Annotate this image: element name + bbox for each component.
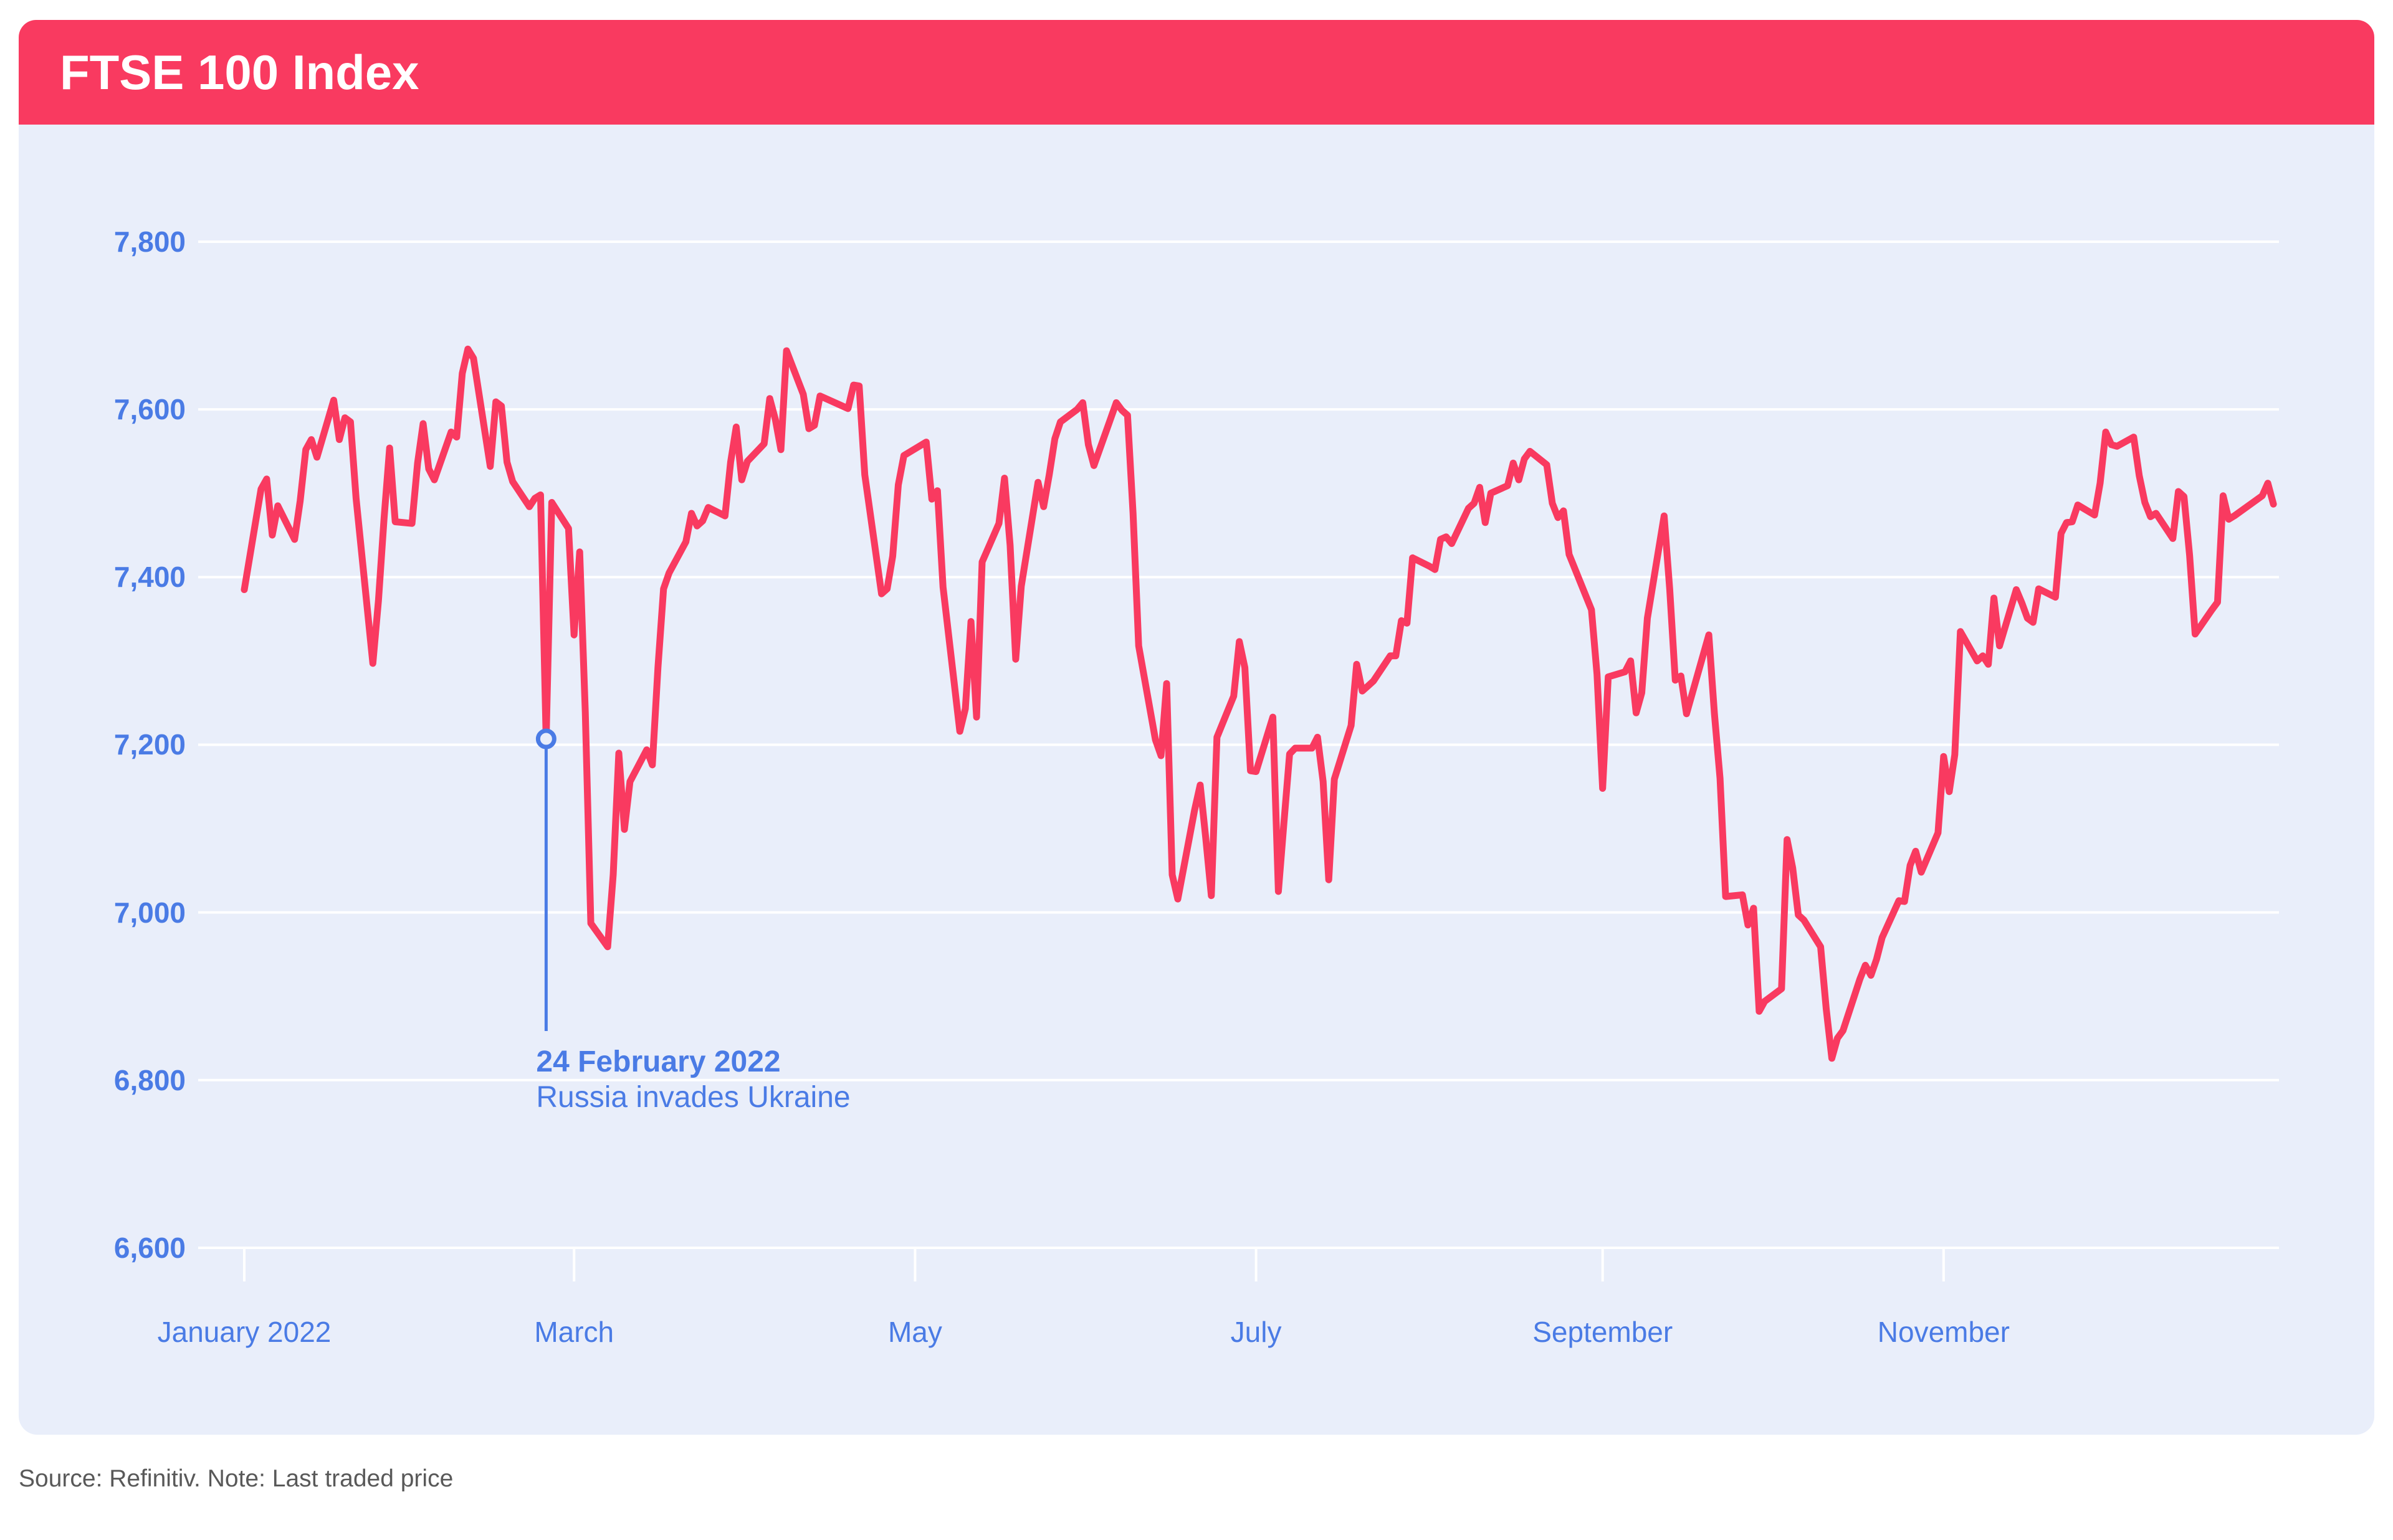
event-annotation: 24 February 2022 Russia invades Ukraine <box>536 1044 850 1115</box>
event-marker-icon <box>535 728 556 749</box>
y-axis-label: 7,800 <box>113 226 186 258</box>
y-axis-label: 7,600 <box>113 393 186 426</box>
y-axis-label: 6,800 <box>113 1063 186 1096</box>
x-axis-label: March <box>534 1316 614 1348</box>
x-axis-ticks <box>243 1248 1945 1281</box>
x-axis-label: September <box>1532 1316 1673 1348</box>
y-axis-label: 7,200 <box>113 728 186 761</box>
x-axis-label: July <box>1230 1316 1282 1348</box>
x-axis-label: November <box>1877 1316 2010 1348</box>
event-annotation-text: Russia invades Ukraine <box>536 1081 851 1114</box>
source-note: Source: Refinitiv. Note: Last traded pri… <box>19 1465 454 1492</box>
y-axis-label: 6,600 <box>113 1231 186 1264</box>
event-annotation-date: 24 February 2022 <box>536 1045 781 1078</box>
chart-title: FTSE 100 Index <box>60 44 419 100</box>
chart-panel <box>19 125 2374 1435</box>
ftse-price-line <box>241 345 2277 1062</box>
x-axis-label: May <box>887 1316 942 1348</box>
gridlines <box>198 240 2279 1249</box>
y-axis-label: 7,000 <box>113 896 186 929</box>
x-axis-label: January 2022 <box>157 1316 332 1348</box>
y-axis-label: 7,400 <box>113 561 186 594</box>
title-bar: FTSE 100 Index <box>19 20 2374 125</box>
